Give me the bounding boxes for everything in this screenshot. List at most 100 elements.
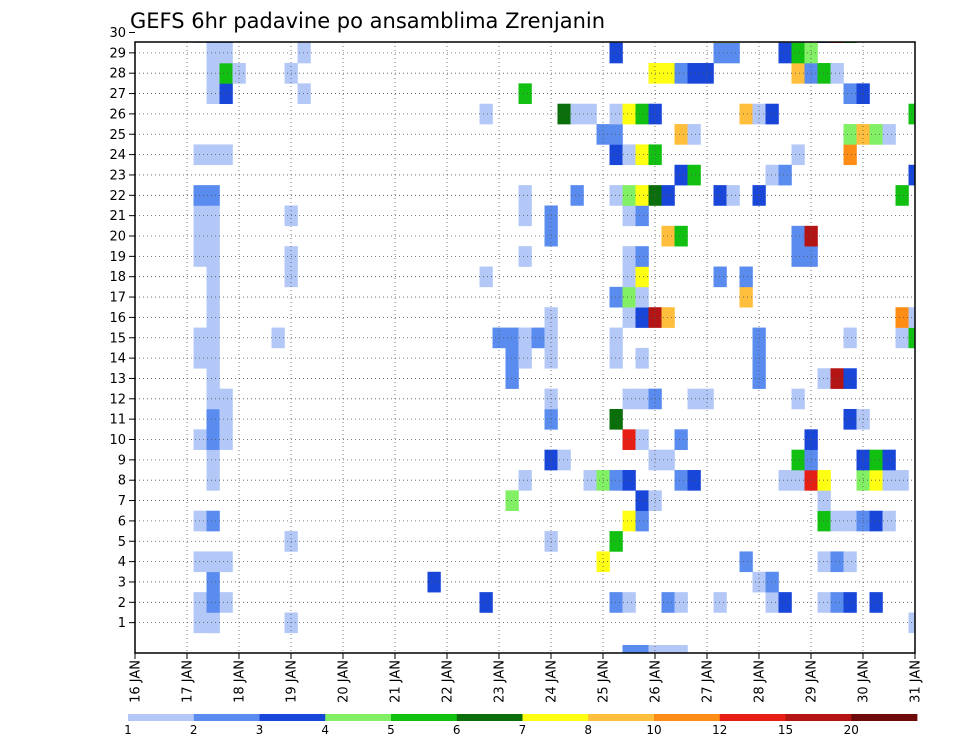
heatmap-cell xyxy=(193,429,207,450)
heatmap-cell xyxy=(219,144,233,166)
heatmap-cell xyxy=(570,185,584,206)
heatmap-cell xyxy=(843,144,857,166)
heatmap-cell xyxy=(206,449,220,471)
heatmap-cell xyxy=(817,490,831,512)
heatmap-cell xyxy=(674,429,688,450)
heatmap-cell xyxy=(206,225,220,247)
colorbar-swatch xyxy=(588,714,655,721)
heatmap-cell xyxy=(661,225,675,247)
heatmap-cell xyxy=(882,470,896,491)
heatmap-cell xyxy=(869,124,883,145)
y-tick-label: 8 xyxy=(118,474,126,489)
colorbar-swatch xyxy=(193,714,260,721)
colorbar-swatch xyxy=(522,714,589,721)
heatmap-cell xyxy=(518,246,532,267)
colorbar-swatch xyxy=(785,714,852,721)
heatmap-cell xyxy=(635,144,649,166)
plot-frame xyxy=(134,41,916,654)
heatmap-cell xyxy=(297,42,311,64)
heatmap-cell xyxy=(570,103,584,125)
x-tick-label: 23 JAN xyxy=(493,660,508,703)
heatmap-cell xyxy=(895,327,909,349)
heatmap-cell xyxy=(206,551,220,573)
heatmap-cell xyxy=(635,266,649,288)
heatmap-cell xyxy=(687,470,701,491)
heatmap-cell xyxy=(674,164,688,186)
heatmap-cell xyxy=(206,266,220,288)
x-tick-label: 18 JAN xyxy=(233,660,248,703)
heatmap-cell xyxy=(609,286,623,308)
colorbar-label: 12 xyxy=(712,723,727,737)
heatmap-cell xyxy=(726,42,740,64)
heatmap-cell xyxy=(843,368,857,389)
heatmap-cell xyxy=(193,205,207,227)
y-tick-label: 29 xyxy=(109,46,126,61)
heatmap-cell xyxy=(219,42,233,64)
heatmap-cell xyxy=(609,327,623,349)
heatmap-cell xyxy=(765,571,779,593)
heatmap-cell xyxy=(622,429,636,450)
heatmap-cell xyxy=(193,347,207,369)
x-tick-label: 20 JAN xyxy=(337,660,352,703)
x-tick-label: 27 JAN xyxy=(701,660,716,703)
heatmap-cell xyxy=(713,592,727,613)
heatmap-cell xyxy=(791,246,805,267)
heatmap-cell xyxy=(895,185,909,206)
colorbar-label: 2 xyxy=(190,723,198,737)
colorbar-swatch xyxy=(654,714,721,721)
heatmap-cell xyxy=(635,347,649,369)
x-tick-label: 24 JAN xyxy=(545,660,560,703)
heatmap-cell xyxy=(219,63,233,84)
y-tick-label: 13 xyxy=(109,372,126,387)
colorbar-swatch xyxy=(391,714,458,721)
y-tick-label: 16 xyxy=(109,311,126,326)
heatmap-cell xyxy=(219,429,233,450)
heatmap-cell xyxy=(518,83,532,105)
chart-title: GEFS 6hr padavine po ansamblima Zrenjani… xyxy=(130,9,605,33)
y-tick-label: 21 xyxy=(109,209,126,224)
heatmap-cell xyxy=(427,571,441,593)
x-tick-label: 16 JAN xyxy=(129,660,144,703)
heatmap-cell xyxy=(206,144,220,166)
heatmap-cell xyxy=(817,470,831,491)
y-tick-label: 4 xyxy=(118,555,126,570)
x-axis-ticks: 16 JAN 17 JAN 18 JAN 19 JAN 20 JAN 21 JAN 22 J… xyxy=(129,653,924,703)
heatmap-cell xyxy=(271,327,285,349)
heatmap-cell xyxy=(206,592,220,613)
heatmap-cell xyxy=(622,246,636,267)
y-tick-label: 12 xyxy=(109,392,126,407)
y-tick-label: 24 xyxy=(109,148,126,163)
heatmap-cell xyxy=(661,185,675,206)
heatmap-cell xyxy=(518,327,532,349)
colorbar-label: 5 xyxy=(387,723,395,737)
heatmap-cell xyxy=(609,42,623,64)
colorbar-swatch xyxy=(851,714,918,721)
heatmap-cell xyxy=(843,124,857,145)
colorbar-swatch xyxy=(128,714,195,721)
heatmap-cell xyxy=(505,347,519,369)
heatmap-cell xyxy=(635,510,649,532)
y-tick-label: 20 xyxy=(109,230,126,245)
heatmap-cell xyxy=(869,449,883,471)
heatmap-cell xyxy=(206,185,220,206)
colorbar-label: 6 xyxy=(453,723,461,737)
y-tick-label: 14 xyxy=(109,352,126,367)
heatmap-cell xyxy=(505,327,519,349)
heatmap-cell xyxy=(557,449,571,471)
heatmap-cell xyxy=(817,592,831,613)
heatmap-cell xyxy=(765,164,779,186)
heatmap-cell xyxy=(830,551,844,573)
y-tick-label: 3 xyxy=(118,575,126,590)
heatmap-cell xyxy=(661,63,675,84)
heatmap-cell xyxy=(661,592,675,613)
heatmap-cell xyxy=(206,347,220,369)
heatmap-cell xyxy=(583,103,597,125)
heatmap-cell xyxy=(882,510,896,532)
heatmap-cell xyxy=(869,592,883,613)
heatmap-cell xyxy=(778,164,792,186)
heatmap-cell xyxy=(817,510,831,532)
heatmap-cell xyxy=(518,205,532,227)
heatmap-cell xyxy=(635,246,649,267)
x-tick-label: 31 JAN xyxy=(909,660,924,703)
